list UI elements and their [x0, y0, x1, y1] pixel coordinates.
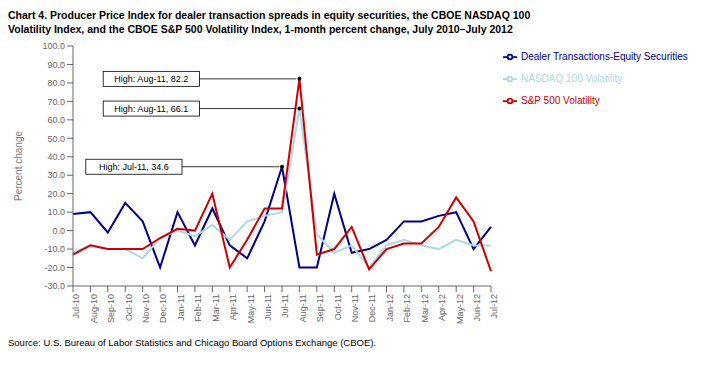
html-text:Dealer Transactions-Equity Sec: Dealer Transactions-Equity Securities [521, 51, 688, 62]
svg-text:Percent change: Percent change [13, 131, 24, 201]
svg-text:Jun-11: Jun-11 [263, 294, 273, 321]
svg-text:100.0: 100.0 [42, 41, 65, 51]
svg-text:Jan-12: Jan-12 [385, 294, 395, 322]
svg-text:Aug-10: Aug-10 [89, 294, 99, 323]
svg-text:Mar-12: Mar-12 [420, 294, 430, 323]
svg-text:High: Jul-11, 34.6: High: Jul-11, 34.6 [99, 162, 169, 172]
html-text:Chart 4. Producer Price Index: Chart 4. Producer Price Index for dealer… [8, 9, 531, 21]
svg-text:Aug-11: Aug-11 [298, 294, 308, 322]
svg-text:50.0: 50.0 [47, 134, 65, 144]
svg-text:Nov-10: Nov-10 [141, 294, 151, 323]
svg-text:0.0: 0.0 [52, 226, 65, 236]
svg-text:80.0: 80.0 [47, 78, 65, 88]
svg-text:Sep-11: Sep-11 [315, 294, 325, 322]
svg-text:90.0: 90.0 [47, 60, 65, 70]
svg-text:High: Aug-11, 82.2: High: Aug-11, 82.2 [114, 74, 188, 84]
svg-text:20.0: 20.0 [47, 189, 65, 199]
svg-text:Feb-11: Feb-11 [193, 294, 203, 322]
svg-text:Jan-11: Jan-11 [176, 294, 186, 321]
svg-text:Oct-10: Oct-10 [124, 294, 134, 321]
svg-text:Mar-11: Mar-11 [211, 294, 221, 322]
svg-text:Sep-10: Sep-10 [106, 294, 116, 323]
svg-text:Feb-12: Feb-12 [402, 294, 412, 323]
svg-text:-30.0: -30.0 [44, 281, 65, 291]
svg-text:Apr-11: Apr-11 [228, 294, 238, 320]
svg-text:Jul-12: Jul-12 [489, 294, 499, 319]
svg-text:-10.0: -10.0 [44, 244, 65, 254]
html-text:NASDAQ 100 Volatility: NASDAQ 100 Volatility [521, 73, 623, 84]
svg-text:May-12: May-12 [455, 294, 465, 324]
svg-text:-20.0: -20.0 [44, 263, 65, 273]
svg-text:70.0: 70.0 [47, 97, 65, 107]
html-text:Volatility Index, and the CBOE: Volatility Index, and the CBOE S&P 500 V… [8, 23, 513, 35]
svg-text:Dec-10: Dec-10 [158, 294, 168, 323]
svg-text:May-11: May-11 [246, 294, 256, 323]
svg-text:Jul-10: Jul-10 [71, 294, 81, 319]
svg-text:Jul-11: Jul-11 [280, 294, 290, 318]
svg-text:Oct-11: Oct-11 [333, 294, 343, 320]
svg-text:40.0: 40.0 [47, 152, 65, 162]
svg-text:High: Aug-11, 66.1: High: Aug-11, 66.1 [114, 104, 188, 114]
svg-text:30.0: 30.0 [47, 170, 65, 180]
svg-text:Apr-12: Apr-12 [437, 294, 447, 321]
svg-text:Jun-12: Jun-12 [472, 294, 482, 322]
svg-text:60.0: 60.0 [47, 115, 65, 125]
svg-text:Dec-11: Dec-11 [367, 294, 377, 322]
svg-text:10.0: 10.0 [47, 207, 65, 217]
html-text:Source: U.S. Bureau of Labor S: Source: U.S. Bureau of Labor Statistics … [8, 337, 377, 348]
svg-text:Nov-11: Nov-11 [350, 294, 360, 322]
html-text:S&P 500 Volatility: S&P 500 Volatility [521, 95, 600, 106]
